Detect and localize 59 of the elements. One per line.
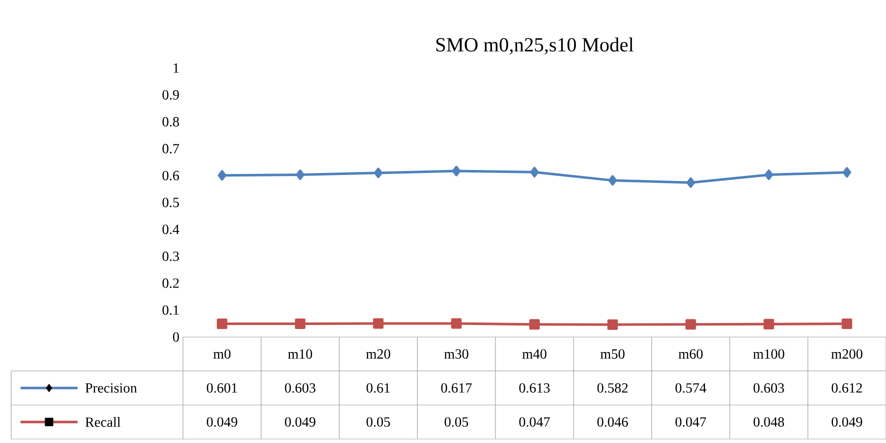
point (373, 318, 384, 329)
legend-label: Precision (85, 383, 137, 393)
point (608, 175, 617, 186)
point (764, 170, 774, 180)
y-tick-label: 0.2 (162, 278, 179, 288)
data-label: 0.046 (597, 417, 628, 427)
data-label: 0.603 (754, 383, 784, 393)
point (294, 318, 306, 330)
point (452, 166, 461, 176)
y-tick-label: 0.4 (162, 224, 180, 234)
point (374, 168, 383, 178)
x-tick-label: m40 (522, 349, 546, 359)
y-tick-label: 0.1 (162, 305, 179, 315)
point (842, 318, 852, 330)
data-label: 0.05 (366, 417, 390, 427)
data-label: 0.048 (754, 417, 784, 427)
data-label: 0.049 (832, 417, 862, 427)
y-tick-label: 0.9 (162, 90, 179, 100)
point (530, 166, 539, 178)
x-tick-label: m50 (600, 349, 625, 359)
y-tick-label: 0.3 (162, 252, 179, 262)
point (296, 170, 304, 180)
point (451, 318, 462, 329)
data-label: 0.582 (597, 383, 628, 393)
point (607, 319, 618, 330)
chart-title: SMO m0,n25,s10 Model (436, 38, 634, 54)
x-tick-label: m10 (288, 349, 312, 359)
point (685, 319, 696, 330)
data-label: 0.049 (284, 417, 316, 427)
point (842, 167, 852, 178)
data-label: 0.047 (675, 417, 706, 427)
y-tick-label: 1 (174, 63, 179, 73)
y-tick-label: 0.8 (162, 117, 179, 127)
y-tick-label: 0.6 (162, 170, 180, 180)
data-label: 0.049 (206, 417, 238, 427)
data-label: 0.613 (519, 383, 550, 393)
x-tick-label: m100 (753, 349, 784, 359)
y-tick-label: 0.5 (162, 198, 179, 208)
point (216, 318, 228, 330)
x-tick-label: m200 (831, 349, 862, 359)
point (764, 318, 774, 330)
x-tick-label: m20 (366, 349, 390, 359)
data-label: 0.601 (206, 383, 237, 393)
x-tick-label: m60 (678, 349, 703, 359)
point (529, 319, 540, 330)
data-label: 0.603 (284, 383, 316, 393)
data-label: 0.574 (675, 383, 706, 393)
data-label: 0.047 (519, 417, 550, 427)
x-tick-label: m30 (444, 349, 468, 359)
y-tick-label: 0 (173, 332, 179, 342)
legend-label: Recall (85, 417, 120, 427)
x-tick-label: m0 (213, 349, 230, 359)
y-tick-label: 0.7 (162, 144, 180, 154)
point (218, 170, 226, 181)
data-label: 0.612 (832, 383, 862, 393)
point (686, 177, 695, 188)
data-label: 0.617 (441, 383, 472, 393)
data-label: 0.05 (444, 417, 468, 427)
data-label: 0.61 (366, 383, 390, 393)
